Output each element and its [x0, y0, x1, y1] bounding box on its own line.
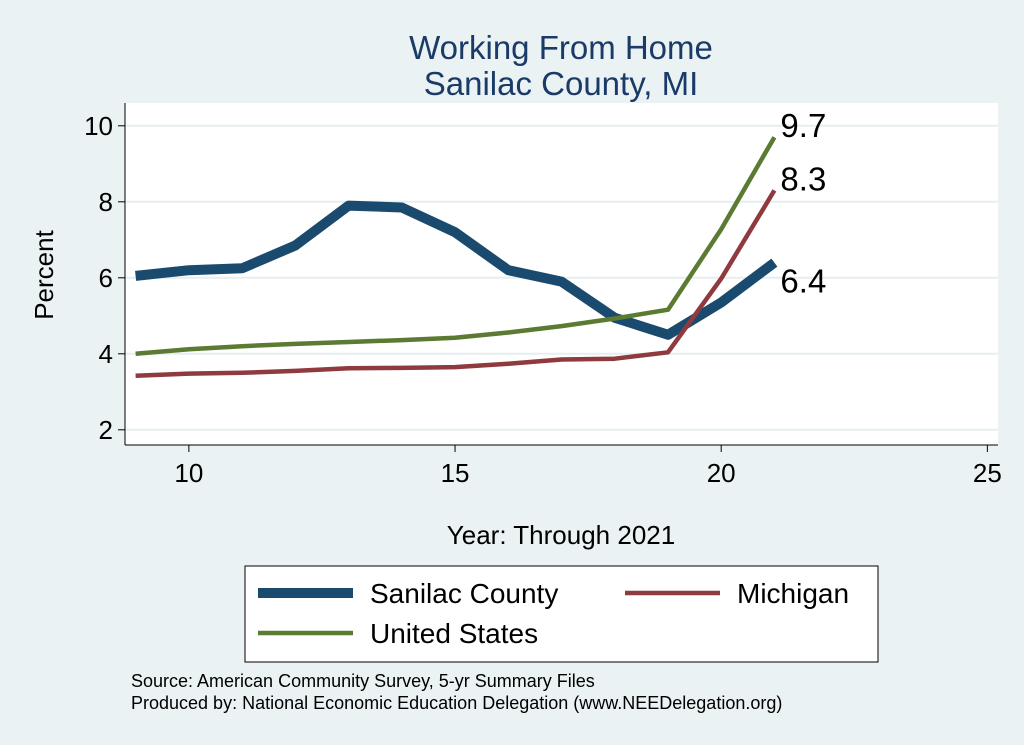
- plot-area: [125, 103, 998, 445]
- series-line-united-states: [135, 136, 777, 357]
- chart-title: Working From Home: [409, 29, 713, 66]
- series-line-sanilac-county: [135, 200, 778, 340]
- end-label: 9.7: [780, 107, 826, 144]
- y-tick-label: 2: [99, 415, 113, 445]
- legend-label-sanilac-county: Sanilac County: [370, 578, 558, 609]
- y-tick-label: 10: [84, 111, 113, 141]
- chart-subtitle: Sanilac County, MI: [424, 65, 699, 102]
- legend-label-michigan: Michigan: [737, 578, 849, 609]
- y-axis-title: Percent: [29, 229, 59, 319]
- x-tick-label: 25: [973, 458, 1002, 488]
- series-lines: [135, 136, 778, 379]
- y-tick-label: 4: [99, 339, 113, 369]
- end-label: 8.3: [780, 160, 826, 197]
- x-tick-label: 15: [441, 458, 470, 488]
- legend-label-united-states: United States: [370, 618, 538, 649]
- y-tick-label: 8: [99, 187, 113, 217]
- series-line-michigan: [135, 189, 777, 379]
- producer-note: Produced by: National Economic Education…: [131, 693, 782, 713]
- end-label: 6.4: [780, 263, 826, 300]
- legend: Sanilac County Michigan United States: [258, 578, 849, 649]
- end-labels: 9.7 8.3 6.4: [780, 107, 826, 299]
- x-tick-label: 20: [707, 458, 736, 488]
- y-tick-label: 6: [99, 263, 113, 293]
- legend-box: [244, 565, 879, 663]
- axis-ticks: 2 4 6 8 10 10 15 20 25: [84, 111, 1002, 488]
- x-tick-label: 10: [174, 458, 203, 488]
- x-axis-title: Year: Through 2021: [447, 520, 675, 550]
- source-note: Source: American Community Survey, 5-yr …: [131, 671, 595, 691]
